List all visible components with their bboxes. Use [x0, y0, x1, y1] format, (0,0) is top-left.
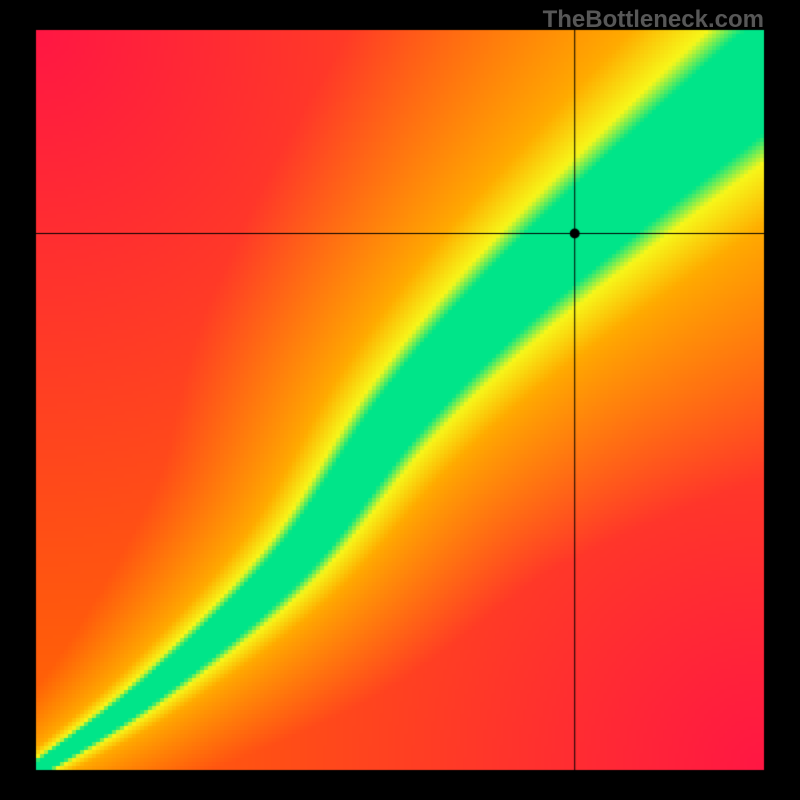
heatmap-canvas — [0, 0, 800, 800]
watermark-text: TheBottleneck.com — [543, 6, 764, 34]
chart-container: TheBottleneck.com — [0, 0, 800, 800]
